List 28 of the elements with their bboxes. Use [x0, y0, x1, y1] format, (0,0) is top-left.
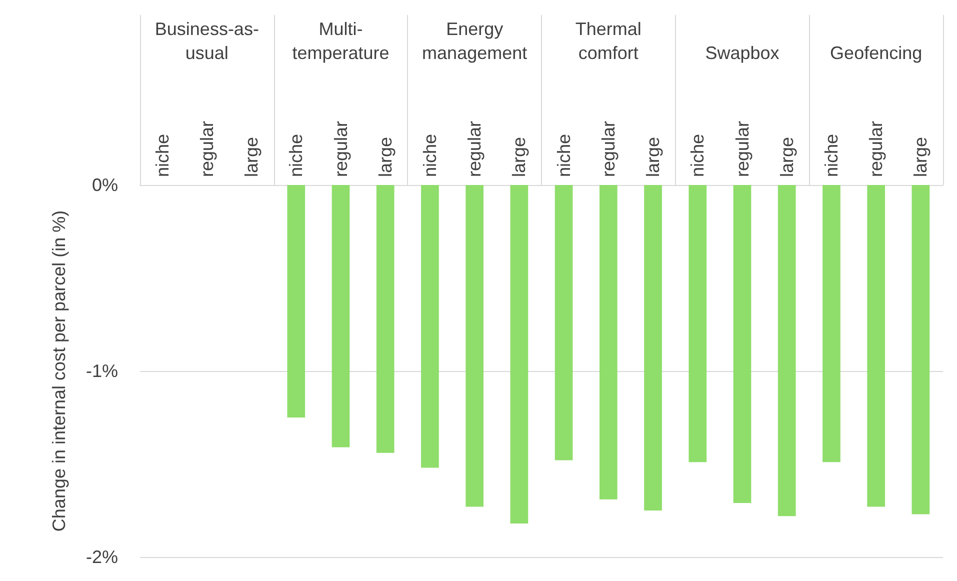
text: Multi-temperature — [292, 19, 390, 63]
text: Energy management — [422, 19, 528, 63]
x-tick-label: niche — [821, 134, 842, 177]
x-tick-label: regular — [866, 120, 886, 177]
y-tick-label: 0% — [92, 175, 118, 195]
x-tick-label: large — [375, 136, 396, 177]
y-tick-label: -1% — [86, 361, 118, 381]
x-tick-label: large — [643, 136, 664, 177]
x-tick-label: niche — [286, 134, 306, 177]
x-tick-label: large — [776, 136, 797, 177]
text: Business-as-usual — [154, 19, 259, 63]
text: Thermal comfort — [575, 19, 642, 63]
y-axis-title: Change in internal cost per parcel (in %) — [49, 210, 69, 532]
x-tick-label: regular — [330, 120, 351, 177]
x-tick-label: regular — [196, 120, 217, 177]
y-tick-label: -2% — [86, 547, 118, 567]
x-tick-label: niche — [152, 134, 172, 177]
x-tick-label: regular — [464, 120, 485, 177]
x-tick-label: niche — [688, 134, 708, 177]
x-tick-label: large — [242, 136, 262, 177]
text: Swapbox — [705, 43, 780, 63]
x-tick-label: large — [910, 136, 931, 177]
x-tick-label: niche — [554, 134, 574, 177]
x-tick-label: large — [509, 136, 530, 177]
x-tick-label: regular — [598, 120, 618, 177]
x-tick-label: niche — [420, 134, 440, 177]
x-tick-label: regular — [732, 120, 752, 177]
text: Geofencing — [830, 43, 922, 63]
